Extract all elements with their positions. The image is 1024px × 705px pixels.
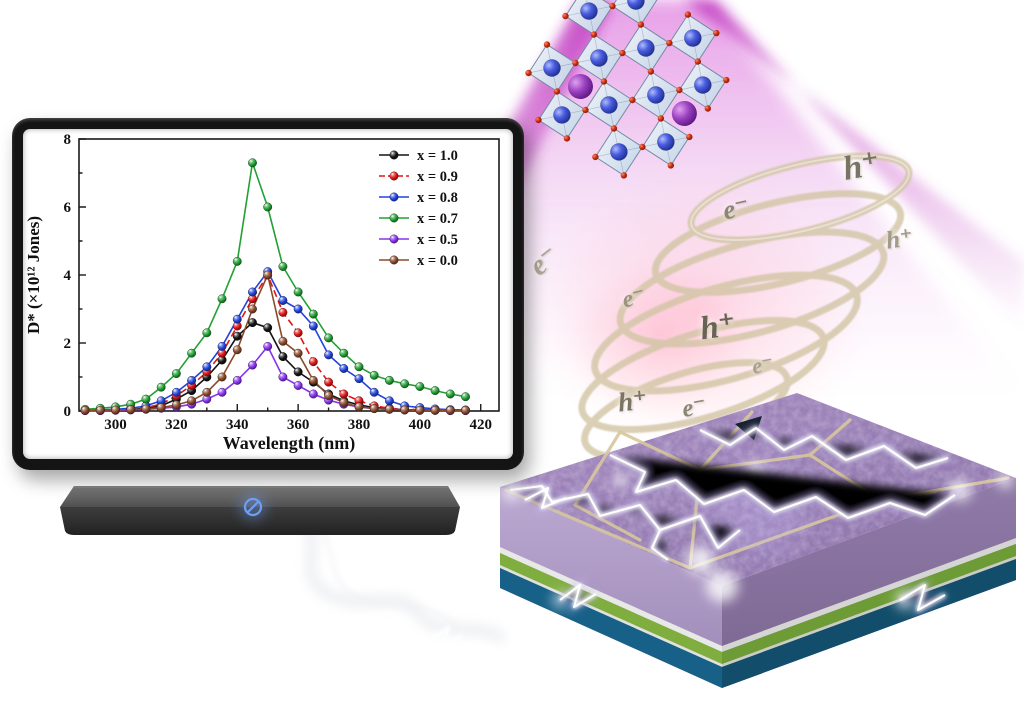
detectivity-chart: 300 320 340 360 380 400 420 0 2 4 6 8 Wavelength (nm…	[24, 132, 500, 454]
chart-series	[80, 158, 470, 416]
y-axis-title: D* (×10¹² Jones)	[24, 216, 43, 334]
metal-atoms	[543, 0, 712, 161]
spiral-ring	[651, 190, 905, 296]
svg-text:400: 400	[409, 417, 432, 433]
svg-text:420: 420	[469, 417, 492, 433]
monitor-stand	[60, 486, 460, 535]
svg-text:8: 8	[64, 132, 72, 148]
svg-text:300: 300	[104, 417, 127, 433]
device-layer-green	[500, 553, 722, 664]
svg-text:0: 0	[64, 404, 72, 420]
crystal-structure	[525, 0, 730, 179]
device-layer-white	[500, 547, 722, 652]
hole-label: h⁺	[697, 306, 739, 348]
lightning-overlay	[509, 427, 956, 611]
stand-front	[60, 507, 460, 535]
photodetector-device	[500, 393, 1016, 688]
svg-text:380: 380	[348, 417, 371, 433]
prohibition-icon	[239, 493, 267, 521]
svg-text:x = 0.8: x = 0.8	[417, 190, 458, 206]
spiral-ring	[591, 271, 861, 395]
hole-label: h⁺	[840, 145, 883, 188]
svg-text:4: 4	[64, 268, 72, 284]
series-markers	[80, 158, 470, 414]
monitor: 300 320 340 360 380 400 420 0 2 4 6 8 Wavelength (nm…	[12, 118, 524, 470]
svg-text:360: 360	[287, 417, 310, 433]
x-axis-title: Wavelength (nm)	[223, 433, 356, 454]
spiral-ring	[616, 228, 888, 348]
svg-text:320: 320	[165, 417, 188, 433]
series-markers	[80, 318, 470, 415]
svg-text:x = 0.7: x = 0.7	[417, 211, 458, 227]
chart-legend: x = 1.0 x = 0.9 x = 0.8 x = 0.7 x = 0.5 x = 0…	[379, 148, 458, 269]
electron-label: e⁻	[679, 392, 709, 423]
svg-text:x = 0.0: x = 0.0	[417, 253, 458, 269]
monitor-screen: 300 320 340 360 380 400 420 0 2 4 6 8 Wavelength (nm…	[23, 129, 513, 459]
charge-spiral	[525, 152, 913, 461]
halide-atoms	[525, 2, 730, 179]
svg-text:2: 2	[64, 336, 72, 352]
hole-label: h⁺	[884, 224, 915, 255]
hole-label: h⁺	[616, 384, 649, 418]
tick-labels: 300 320 340 360 380 400 420 0 2 4 6 8	[64, 132, 492, 433]
svg-text:x = 1.0: x = 1.0	[417, 148, 458, 164]
svg-text:6: 6	[64, 200, 72, 216]
spiral-ring	[578, 316, 828, 434]
svg-text:x = 0.5: x = 0.5	[417, 232, 458, 248]
cation-atoms	[567, 73, 697, 126]
series-markers	[80, 270, 470, 415]
svg-text:340: 340	[226, 417, 249, 433]
electron-label: e⁻	[749, 350, 776, 379]
svg-text:x = 0.9: x = 0.9	[417, 169, 458, 185]
series-markers	[80, 341, 470, 416]
